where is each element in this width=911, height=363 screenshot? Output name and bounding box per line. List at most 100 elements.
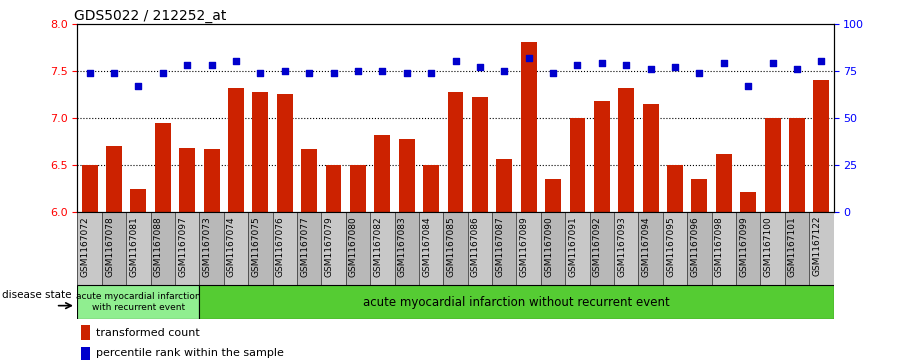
Bar xyxy=(248,212,272,285)
Point xyxy=(497,68,512,74)
Bar xyxy=(761,212,784,285)
Text: GSM1167122: GSM1167122 xyxy=(813,216,822,277)
Text: GSM1167074: GSM1167074 xyxy=(227,216,236,277)
Text: GSM1167091: GSM1167091 xyxy=(568,216,578,277)
Point xyxy=(107,70,121,76)
Point xyxy=(179,62,194,68)
Text: GSM1167076: GSM1167076 xyxy=(276,216,285,277)
Bar xyxy=(399,139,415,212)
Point xyxy=(156,70,170,76)
Point xyxy=(570,62,585,68)
Bar xyxy=(424,165,439,212)
Point xyxy=(595,60,609,66)
Bar xyxy=(639,212,663,285)
Bar xyxy=(325,165,342,212)
Bar xyxy=(130,189,147,212)
Bar xyxy=(302,149,317,212)
Bar xyxy=(764,118,781,212)
Bar xyxy=(687,212,711,285)
Bar xyxy=(517,212,541,285)
Bar xyxy=(565,212,589,285)
Bar xyxy=(444,212,467,285)
Bar xyxy=(322,212,346,285)
Bar xyxy=(106,146,122,212)
Text: GSM1167083: GSM1167083 xyxy=(398,216,406,277)
Bar xyxy=(81,325,90,340)
Point xyxy=(326,70,341,76)
Bar xyxy=(492,212,517,285)
Text: GSM1167077: GSM1167077 xyxy=(300,216,309,277)
Bar xyxy=(496,159,512,212)
Point xyxy=(351,68,365,74)
Point xyxy=(692,70,707,76)
Text: GSM1167079: GSM1167079 xyxy=(324,216,333,277)
Bar xyxy=(277,94,292,212)
Bar xyxy=(224,212,248,285)
Point xyxy=(668,64,682,70)
Bar xyxy=(642,104,659,212)
Bar xyxy=(716,154,732,212)
Text: acute myocardial infarction
with recurrent event: acute myocardial infarction with recurre… xyxy=(77,293,200,312)
Bar xyxy=(619,88,634,212)
Bar xyxy=(252,93,269,212)
Text: transformed count: transformed count xyxy=(97,327,200,338)
Text: GSM1167085: GSM1167085 xyxy=(446,216,456,277)
Text: GSM1167088: GSM1167088 xyxy=(154,216,163,277)
Bar xyxy=(594,101,609,212)
Text: GSM1167096: GSM1167096 xyxy=(691,216,700,277)
Bar xyxy=(77,285,200,319)
Text: GSM1167087: GSM1167087 xyxy=(496,216,505,277)
Text: GSM1167094: GSM1167094 xyxy=(641,216,650,277)
Point xyxy=(424,70,438,76)
Bar xyxy=(127,212,150,285)
Text: GDS5022 / 212252_at: GDS5022 / 212252_at xyxy=(74,9,226,23)
Bar xyxy=(297,212,322,285)
Text: GSM1167075: GSM1167075 xyxy=(251,216,261,277)
Bar xyxy=(541,212,565,285)
Bar xyxy=(150,212,175,285)
Text: GSM1167090: GSM1167090 xyxy=(544,216,553,277)
Point xyxy=(302,70,316,76)
Text: GSM1167072: GSM1167072 xyxy=(81,216,89,277)
Text: GSM1167086: GSM1167086 xyxy=(471,216,480,277)
Bar xyxy=(374,135,390,212)
Bar xyxy=(200,285,834,319)
Bar xyxy=(667,165,683,212)
Bar xyxy=(81,347,90,359)
Point xyxy=(790,66,804,72)
Point xyxy=(82,70,97,76)
Bar xyxy=(155,123,170,212)
Text: GSM1167084: GSM1167084 xyxy=(422,216,431,277)
Text: GSM1167089: GSM1167089 xyxy=(519,216,528,277)
Bar xyxy=(711,212,736,285)
Point xyxy=(204,62,219,68)
Bar xyxy=(467,212,492,285)
Bar xyxy=(394,212,419,285)
Bar xyxy=(82,165,97,212)
Point xyxy=(717,60,732,66)
Bar xyxy=(102,212,127,285)
Bar xyxy=(346,212,370,285)
Text: disease state: disease state xyxy=(2,290,71,300)
Bar xyxy=(179,148,195,212)
Bar xyxy=(447,93,464,212)
Bar xyxy=(200,212,224,285)
Point xyxy=(399,70,414,76)
Point xyxy=(521,55,536,61)
Text: GSM1167080: GSM1167080 xyxy=(349,216,358,277)
Bar xyxy=(350,165,366,212)
Point xyxy=(741,83,755,89)
Point xyxy=(546,70,560,76)
Bar xyxy=(370,212,394,285)
Text: GSM1167095: GSM1167095 xyxy=(666,216,675,277)
Point xyxy=(278,68,292,74)
Bar xyxy=(472,97,487,212)
Text: GSM1167092: GSM1167092 xyxy=(593,216,602,277)
Point xyxy=(473,64,487,70)
Text: GSM1167073: GSM1167073 xyxy=(202,216,211,277)
Text: GSM1167082: GSM1167082 xyxy=(374,216,383,277)
Bar xyxy=(784,212,809,285)
Point xyxy=(131,83,146,89)
Text: GSM1167078: GSM1167078 xyxy=(105,216,114,277)
Bar xyxy=(789,118,805,212)
